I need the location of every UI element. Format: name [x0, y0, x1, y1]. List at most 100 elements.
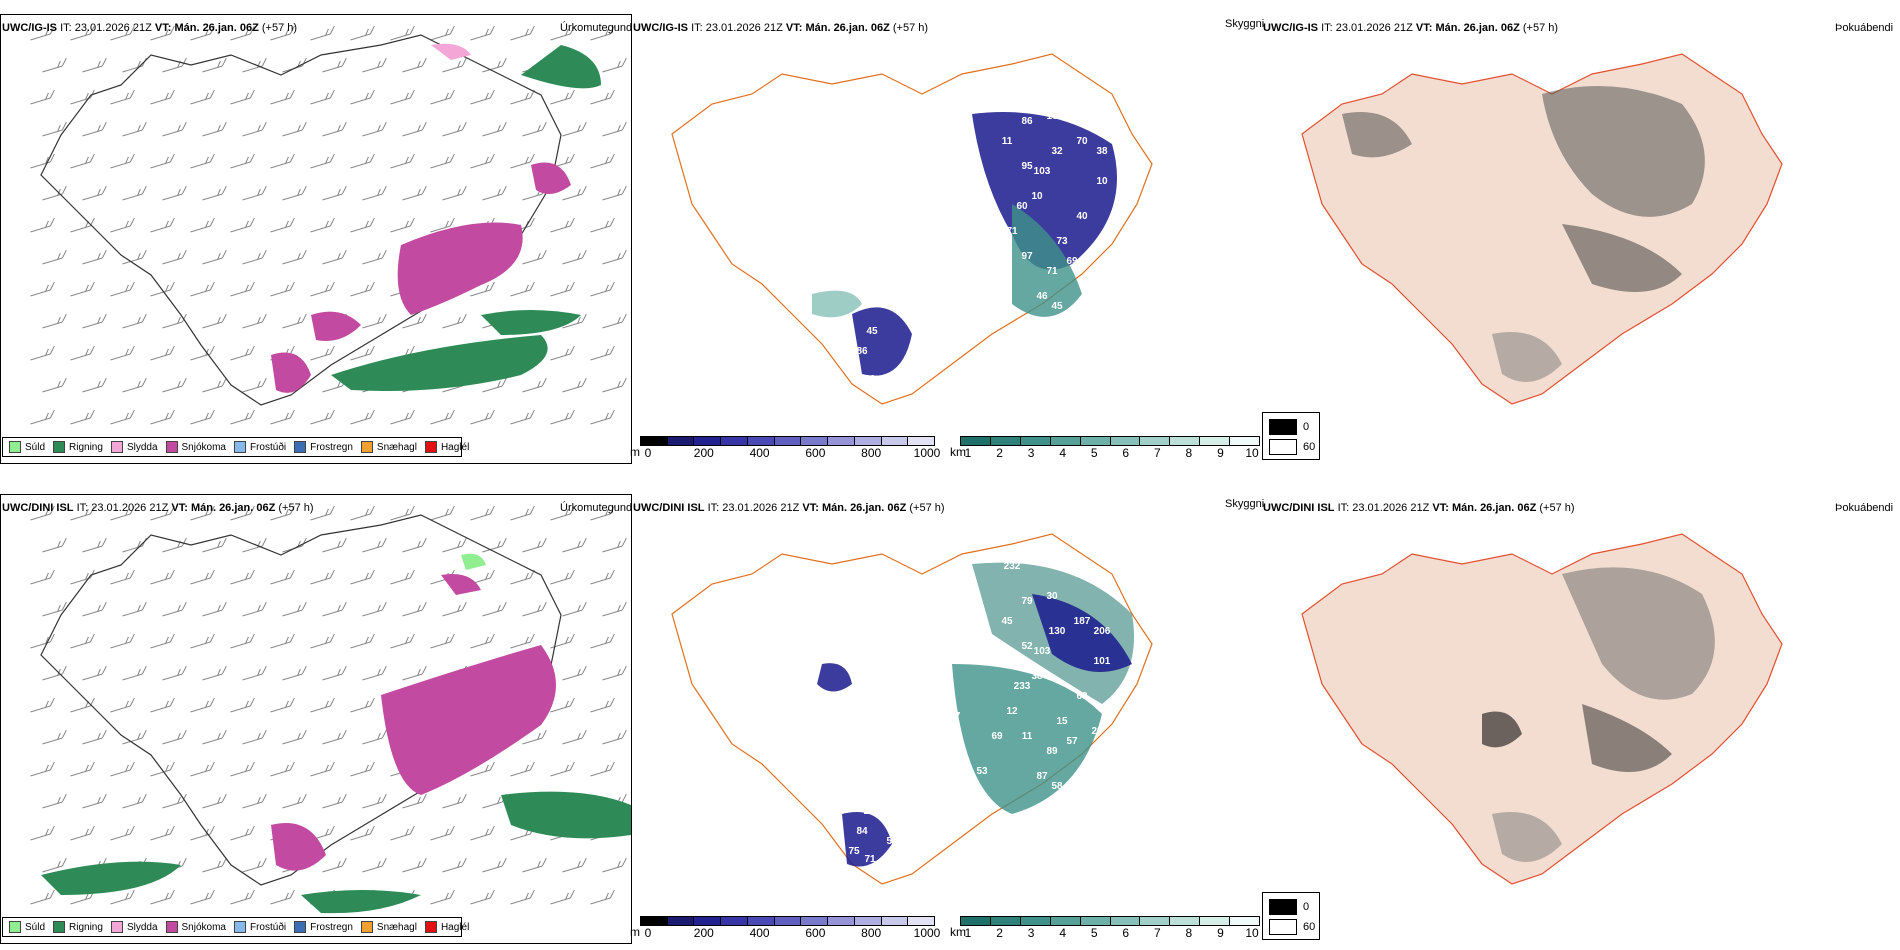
legend-item: Súld	[9, 441, 45, 453]
wind-barb	[230, 281, 255, 297]
colorbar-tick: 1	[964, 446, 972, 460]
wind-barb	[42, 249, 67, 265]
wind-barb	[162, 665, 187, 681]
visibility-value-label: 16	[1046, 111, 1058, 122]
wind-barb	[162, 793, 187, 809]
legend-swatch	[9, 441, 21, 453]
colorbar-swatch	[1230, 917, 1260, 925]
colorbar-tick: 3	[1027, 926, 1035, 940]
wind-barb	[42, 729, 67, 745]
legend-item: Frostregn	[294, 441, 353, 453]
wind-barb	[470, 825, 495, 841]
colorbar-tick: 600	[805, 446, 826, 460]
wind-barb	[310, 697, 335, 713]
wind-barb	[350, 409, 375, 425]
wind-barb	[190, 217, 215, 233]
colorbar-unit: m	[630, 925, 640, 939]
wind-barb	[122, 121, 147, 137]
legend-swatch	[294, 441, 307, 453]
legend-label: Haglél	[440, 921, 470, 933]
precip-header-row2: UWC/DINI ISL IT: 23.01.2026 21Z VT: Mán.…	[2, 502, 314, 514]
wind-barb	[350, 761, 375, 777]
wind-barb	[82, 121, 107, 137]
wind-barb	[362, 601, 387, 617]
colorbar-swatch	[881, 917, 909, 925]
colorbar-swatch	[641, 917, 668, 925]
legend-swatch	[165, 921, 178, 933]
vt-time: Mán. 26.jan. 06Z	[190, 502, 276, 514]
legend-label: Frostúði	[249, 921, 287, 933]
precip-legend-row2: Súld Rigning Slydda Snjókoma Frostúði Frostre…	[2, 917, 469, 937]
colorbar-swatch	[828, 437, 855, 445]
colorbar-tick: 400	[749, 446, 770, 460]
wind-barb	[322, 729, 347, 745]
wind-barb	[30, 89, 55, 105]
wind-barb	[350, 345, 375, 361]
wind-barb	[390, 409, 415, 425]
wind-barb	[110, 825, 135, 841]
colorbar-swatch	[961, 917, 991, 925]
fog-legend-swatch	[1269, 419, 1297, 435]
wind-barb	[162, 537, 187, 553]
wind-barb	[162, 601, 187, 617]
it-time: 23.01.2026 21Z	[1352, 502, 1430, 514]
wind-barb	[162, 313, 187, 329]
wind-barb	[270, 153, 295, 169]
colorbar-swatch	[747, 437, 775, 445]
colorbar-tick: 800	[861, 446, 882, 460]
model-name: UWC/DINI ISL	[633, 502, 705, 514]
wind-barb	[230, 409, 255, 425]
wind-barb	[402, 857, 427, 873]
wind-barb	[550, 25, 575, 41]
legend-item: Haglél	[424, 441, 469, 453]
vt-label: VT:	[785, 22, 803, 34]
wind-barb	[590, 409, 615, 425]
colorbar-swatch	[667, 917, 695, 925]
wind-barb	[522, 121, 547, 137]
wind-barb	[402, 793, 427, 809]
wind-barb	[202, 185, 227, 201]
lead-time: (+57 h)	[261, 22, 298, 34]
visibility-value-label: 46	[1036, 291, 1048, 302]
it-time: 23.01.2026 21Z	[91, 502, 169, 514]
wind-barb	[202, 313, 227, 329]
wind-barb	[270, 281, 295, 297]
wind-barb	[350, 505, 375, 521]
wind-barb	[230, 569, 255, 585]
wind-barb	[482, 121, 507, 137]
colorbar-swatch	[747, 917, 775, 925]
wind-barb	[242, 57, 267, 73]
wind-barb	[242, 121, 267, 137]
it-time: 23.01.2026 21Z	[74, 22, 152, 34]
wind-barb	[590, 761, 615, 777]
wind-barb	[30, 761, 55, 777]
wind-barb	[482, 857, 507, 873]
wind-barb	[402, 185, 427, 201]
wind-barb	[82, 729, 107, 745]
wind-barb	[322, 185, 347, 201]
wind-barb	[322, 857, 347, 873]
wind-barb	[242, 249, 267, 265]
wind-barb	[42, 537, 67, 553]
lead-time: (+57 h)	[892, 22, 929, 34]
wind-barb	[122, 185, 147, 201]
wind-barb	[270, 217, 295, 233]
wind-barb	[322, 537, 347, 553]
wind-barb	[150, 569, 175, 585]
wind-barb	[350, 633, 375, 649]
visibility-value-label: 30	[1046, 591, 1058, 602]
wind-barb	[30, 825, 55, 841]
legend-swatch	[110, 441, 123, 453]
wind-barb	[310, 217, 335, 233]
wind-barb	[270, 25, 295, 41]
wind-barb	[30, 281, 55, 297]
vis-colorbar-km-row2: km 1 2 3 4 5 6 7 8 9 10	[950, 916, 1260, 940]
wind-barb	[110, 153, 135, 169]
fog-legend-swatch	[1269, 439, 1297, 455]
wind-barb	[110, 761, 135, 777]
legend-item: Slydda	[110, 921, 158, 933]
wind-barb	[590, 153, 615, 169]
wind-barb	[510, 409, 535, 425]
colorbar-swatch	[721, 437, 748, 445]
